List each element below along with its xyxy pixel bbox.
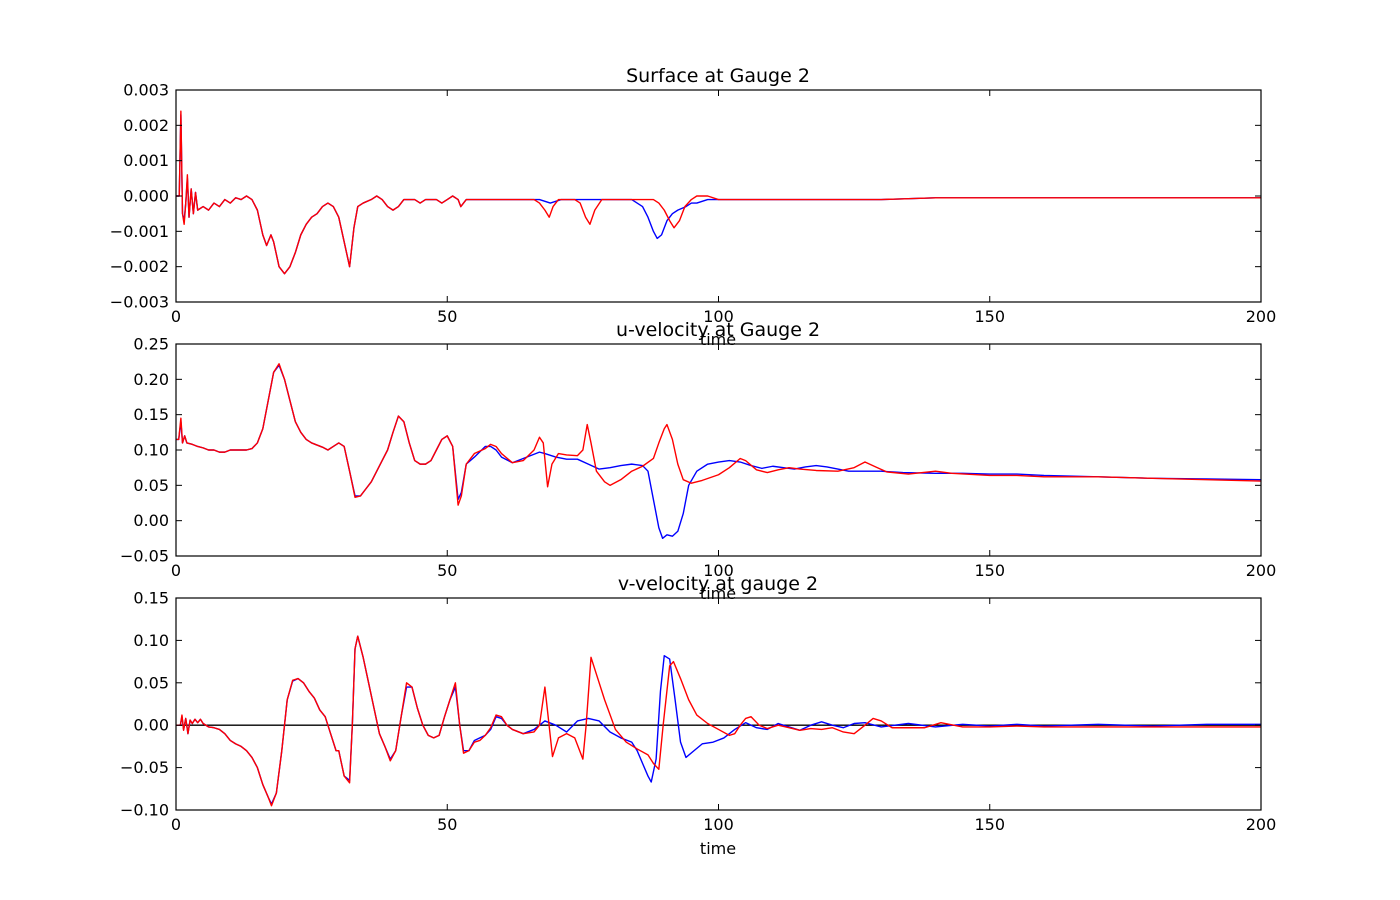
x-tick-labels: 0 50 100 150 200	[171, 561, 1276, 580]
x-tick-label: 150	[974, 307, 1005, 326]
y-tick-label: 0.05	[133, 476, 169, 495]
subplot-u-velocity: u-velocity at Gauge 2 −0.05 0.00 0.05 0.10 0…	[120, 319, 1276, 603]
plot-area	[175, 89, 1262, 303]
x-tick-label: 200	[1246, 307, 1277, 326]
y-tick-label: 0.10	[133, 631, 169, 650]
subplot-surface: Surface at Gauge 2 −0.003 −0.002 −0.001 0.0…	[110, 65, 1276, 349]
series-line-red	[176, 635, 1261, 807]
y-tick-labels: −0.10 −0.05 0.00 0.05 0.10 0.15	[120, 589, 169, 820]
y-tick-label: 0.00	[133, 511, 169, 530]
y-tick-label: 0.00	[133, 716, 169, 735]
plot-area	[175, 597, 1262, 811]
y-tick-labels: −0.05 0.00 0.05 0.10 0.15 0.20 0.25	[120, 335, 169, 566]
x-tick-label: 0	[171, 307, 181, 326]
y-tick-label: 0.05	[133, 673, 169, 692]
y-tick-label: 0.25	[133, 335, 169, 354]
y-tick-label: 0.002	[123, 116, 169, 135]
x-tick-label: 0	[171, 561, 181, 580]
plot-area	[175, 343, 1262, 557]
subplot-title: v-velocity at gauge 2	[618, 573, 818, 595]
x-tick-label: 50	[437, 815, 457, 834]
x-tick-label: 0	[171, 815, 181, 834]
subplot-title: Surface at Gauge 2	[626, 65, 810, 87]
y-tick-label: 0.10	[133, 441, 169, 460]
series-group	[176, 635, 1261, 807]
x-tick-labels: 0 50 100 150 200	[171, 307, 1276, 326]
x-tick-label: 100	[703, 815, 734, 834]
subplot-title: u-velocity at Gauge 2	[616, 319, 820, 341]
x-tick-label: 150	[974, 815, 1005, 834]
y-tick-label: −0.05	[120, 547, 169, 566]
subplot-v-velocity: v-velocity at gauge 2 −0.10 −0.05 0.00 0.05…	[120, 573, 1276, 858]
series-line-red	[176, 110, 1261, 275]
series-group	[176, 363, 1261, 540]
y-tick-label: −0.002	[110, 257, 169, 276]
x-tick-label: 50	[437, 307, 457, 326]
x-tick-label: 200	[1246, 815, 1277, 834]
x-tick-label: 50	[437, 561, 457, 580]
y-tick-label: −0.001	[110, 222, 169, 241]
y-tick-label: 0.001	[123, 151, 169, 170]
y-tick-labels: −0.003 −0.002 −0.001 0.000 0.001 0.002 0.003	[110, 81, 169, 312]
x-tick-label: 100	[703, 307, 734, 326]
x-tick-label: 100	[703, 561, 734, 580]
series-group	[176, 110, 1261, 275]
y-tick-label: 0.000	[123, 187, 169, 206]
y-tick-label: 0.20	[133, 370, 169, 389]
y-tick-label: −0.10	[120, 801, 169, 820]
x-tick-labels: 0 50 100 150 200	[171, 815, 1276, 834]
y-tick-label: 0.15	[133, 405, 169, 424]
y-tick-label: −0.003	[110, 293, 169, 312]
y-tick-label: 0.15	[133, 589, 169, 608]
y-tick-label: −0.05	[120, 758, 169, 777]
x-tick-label: 200	[1246, 561, 1277, 580]
series-line-red	[176, 363, 1261, 506]
x-tick-label: 150	[974, 561, 1005, 580]
x-axis-label: time	[700, 839, 736, 858]
y-tick-label: 0.003	[123, 81, 169, 100]
